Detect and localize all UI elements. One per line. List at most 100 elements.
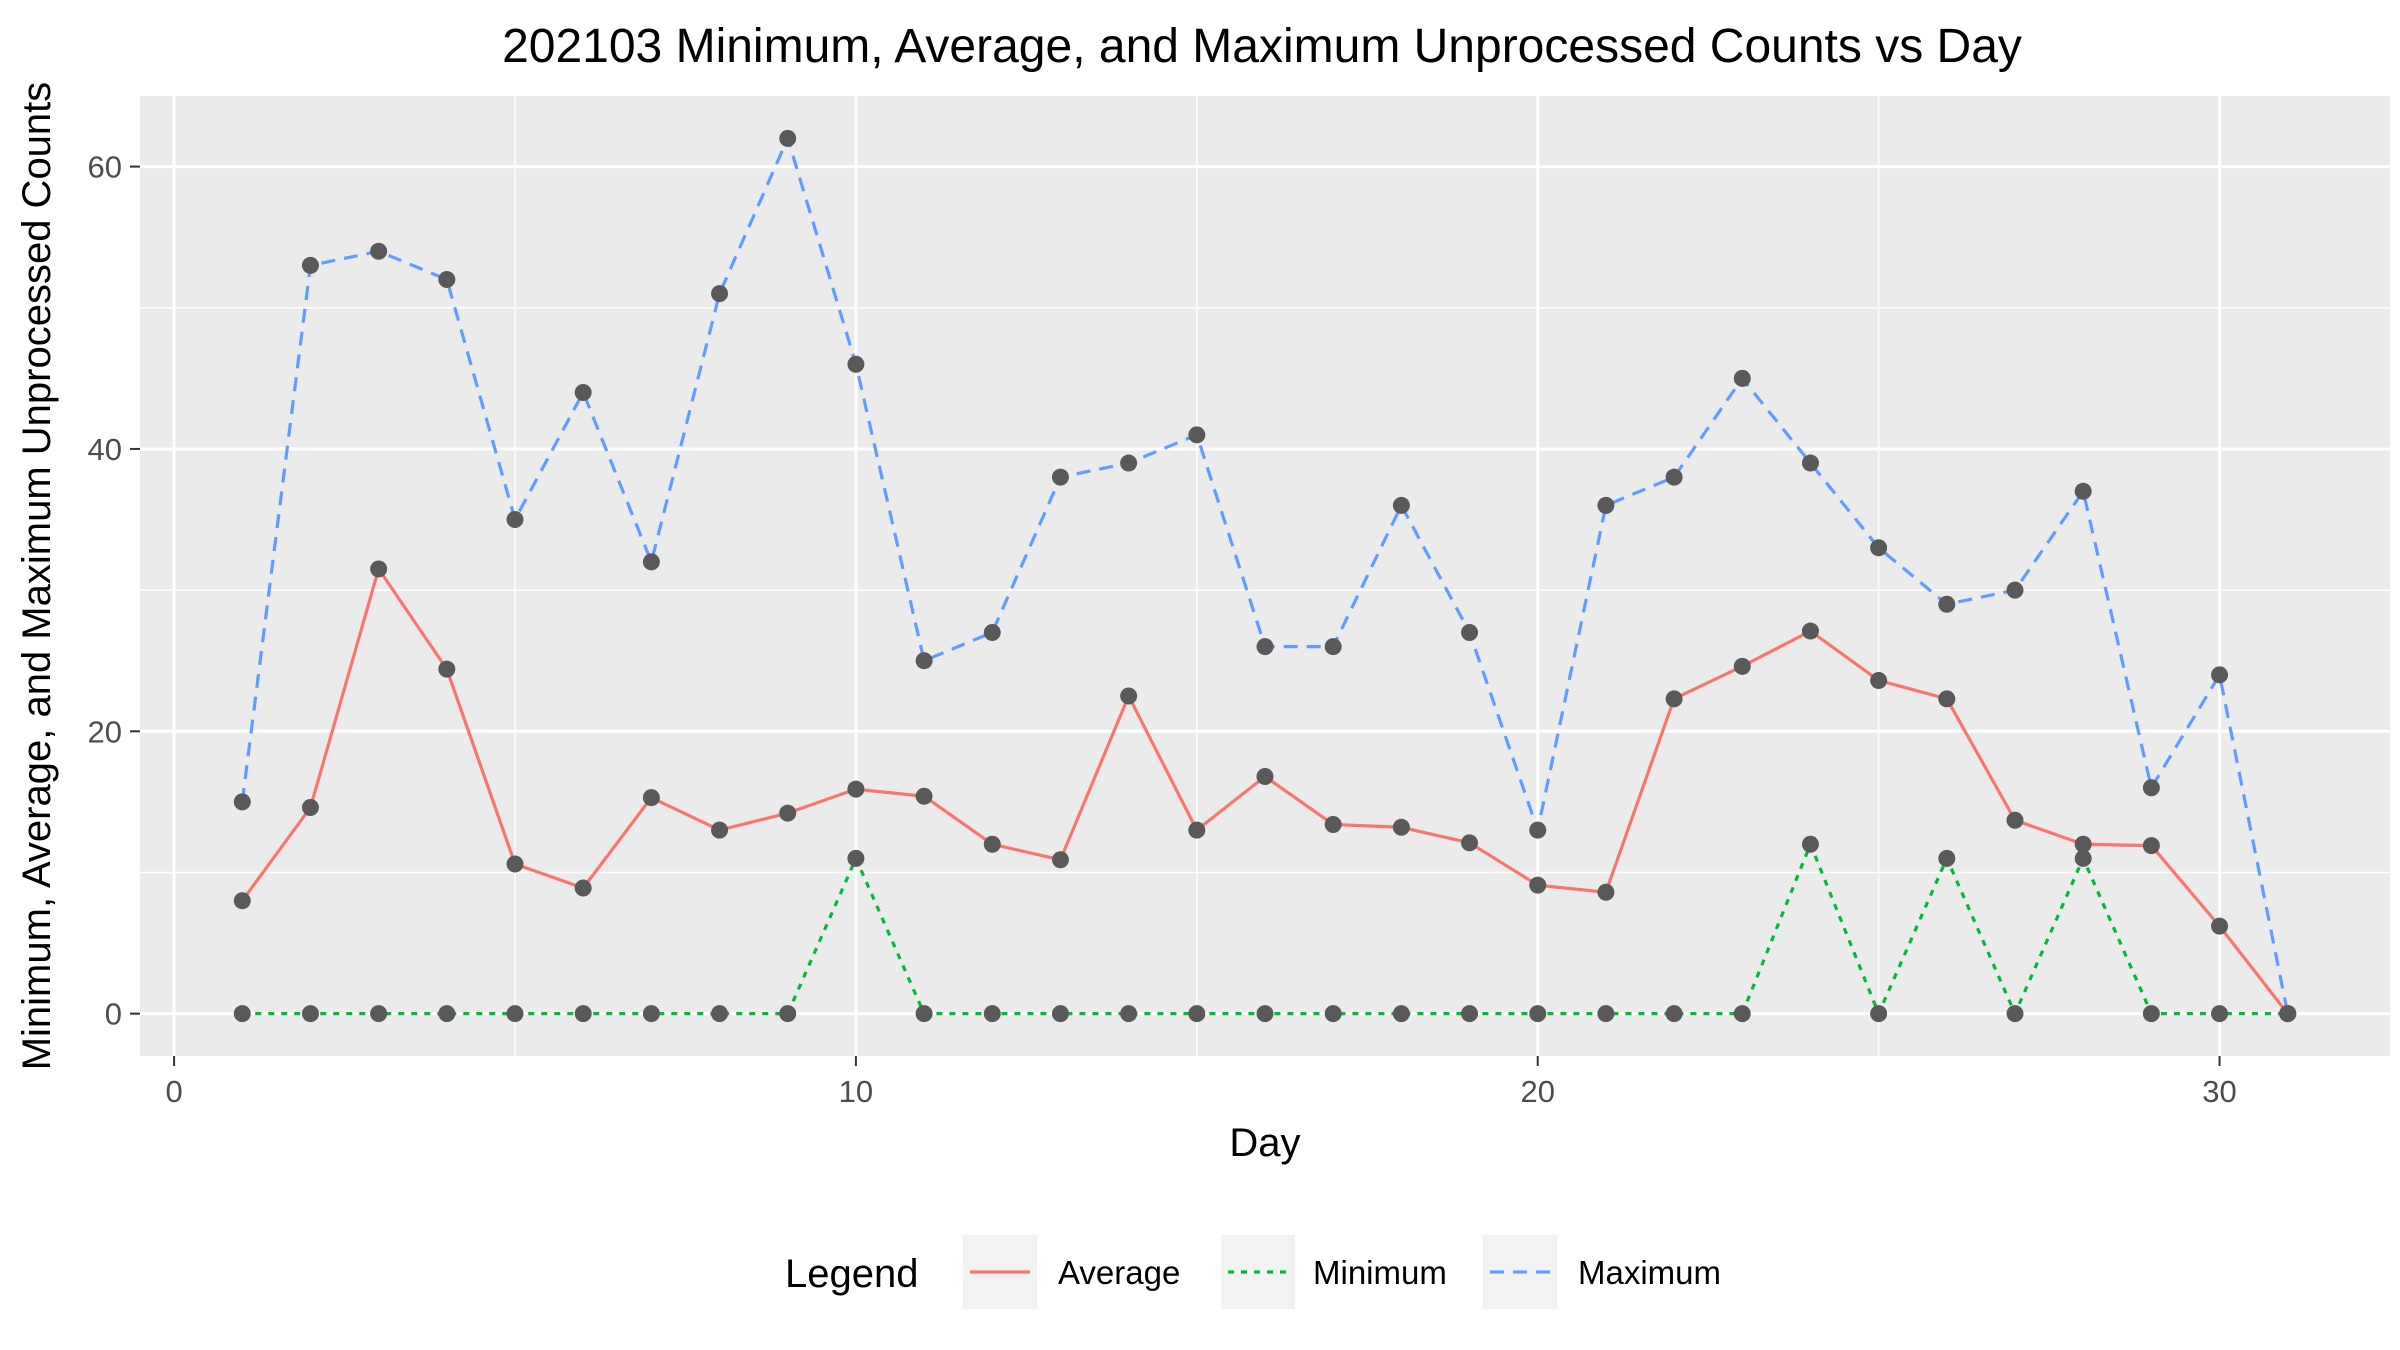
legend-label-maximum: Maximum [1578,1254,1721,1291]
data-point-maximum [1188,426,1206,444]
data-point-average [574,879,592,897]
x-tick-label: 30 [2202,1074,2236,1109]
data-point-average [1051,851,1069,869]
data-point-minimum [1051,1005,1069,1023]
data-point-average [2074,835,2092,853]
data-points [233,129,2297,1023]
data-point-minimum [1461,1005,1479,1023]
data-point-maximum [2142,779,2160,797]
x-tick-label: 0 [165,1074,182,1109]
data-point-maximum [1870,539,1888,557]
data-point-minimum [301,1005,319,1023]
data-point-minimum [2142,1005,2160,1023]
plot-panel [140,96,2390,1056]
legend-label-average: Average [1058,1254,1180,1291]
data-point-maximum [1597,496,1615,514]
data-point-maximum [1256,638,1274,656]
data-point-average [370,560,388,578]
data-point-maximum [574,383,592,401]
x-axis-title: Day [1229,1121,1300,1165]
y-axis-title: Minimum, Average, and Maximum Unprocesse… [15,82,59,1071]
data-point-minimum [1392,1005,1410,1023]
data-point-average [2211,917,2229,935]
data-point-average [642,789,660,807]
data-point-average [1188,821,1206,839]
data-point-maximum [711,285,729,303]
data-point-minimum [1801,835,1819,853]
data-point-maximum [2006,581,2024,599]
data-point-maximum [2074,482,2092,500]
data-point-maximum [1733,369,1751,387]
data-point-minimum [574,1005,592,1023]
data-point-minimum [1597,1005,1615,1023]
data-point-minimum [711,1005,729,1023]
data-point-minimum [642,1005,660,1023]
data-point-maximum [1529,821,1547,839]
data-point-maximum [370,242,388,260]
data-point-maximum [1665,468,1683,486]
data-point-minimum [847,849,865,867]
legend: Legend Average Minimum Maximum [785,1235,1721,1309]
data-point-maximum [1938,595,1956,613]
data-point-maximum [2211,666,2229,684]
legend-title: Legend [785,1252,918,1296]
data-point-average [1392,818,1410,836]
data-point-maximum [506,511,524,529]
y-tick-label: 40 [88,432,122,467]
data-point-maximum [1051,468,1069,486]
data-point-minimum [2074,849,2092,867]
data-point-maximum [847,355,865,373]
data-point-average [506,855,524,873]
data-point-maximum [779,129,797,147]
data-point-average [2142,837,2160,855]
data-point-average [1801,622,1819,640]
data-point-maximum [2279,1005,2297,1023]
data-point-average [233,892,251,910]
x-axis-ticks: 0 10 20 30 [165,1056,2237,1109]
data-point-minimum [1188,1005,1206,1023]
y-tick-label: 20 [88,714,122,749]
data-point-average [711,821,729,839]
data-point-minimum [370,1005,388,1023]
data-point-maximum [1801,454,1819,472]
data-point-maximum [983,623,1001,641]
data-point-minimum [2211,1005,2229,1023]
x-tick-label: 20 [1520,1074,1554,1109]
data-point-minimum [1529,1005,1547,1023]
data-point-minimum [779,1005,797,1023]
data-point-minimum [1120,1005,1138,1023]
data-point-average [1597,883,1615,901]
legend-label-minimum: Minimum [1313,1254,1447,1291]
data-point-average [1938,690,1956,708]
data-point-minimum [1256,1005,1274,1023]
data-point-average [438,660,456,678]
x-tick-label: 10 [839,1074,873,1109]
legend-items: Average Minimum Maximum [963,1235,1721,1309]
y-tick-label: 60 [88,150,122,185]
data-point-average [1256,767,1274,785]
data-point-maximum [1120,454,1138,472]
data-point-minimum [1665,1005,1683,1023]
data-point-average [1665,690,1683,708]
data-point-minimum [915,1005,933,1023]
data-point-average [779,804,797,822]
data-point-average [1324,815,1342,833]
data-point-average [1529,876,1547,894]
chart-title: 202103 Minimum, Average, and Maximum Unp… [502,20,2022,73]
data-point-maximum [1392,496,1410,514]
y-tick-label: 0 [105,997,122,1032]
data-point-average [2006,811,2024,829]
data-point-minimum [506,1005,524,1023]
data-point-minimum [438,1005,456,1023]
data-point-maximum [915,652,933,670]
data-point-average [983,835,1001,853]
data-point-average [1870,671,1888,689]
data-point-minimum [233,1005,251,1023]
data-point-minimum [983,1005,1001,1023]
data-point-average [847,780,865,798]
data-point-minimum [2006,1005,2024,1023]
data-point-maximum [438,271,456,289]
data-point-average [915,787,933,805]
